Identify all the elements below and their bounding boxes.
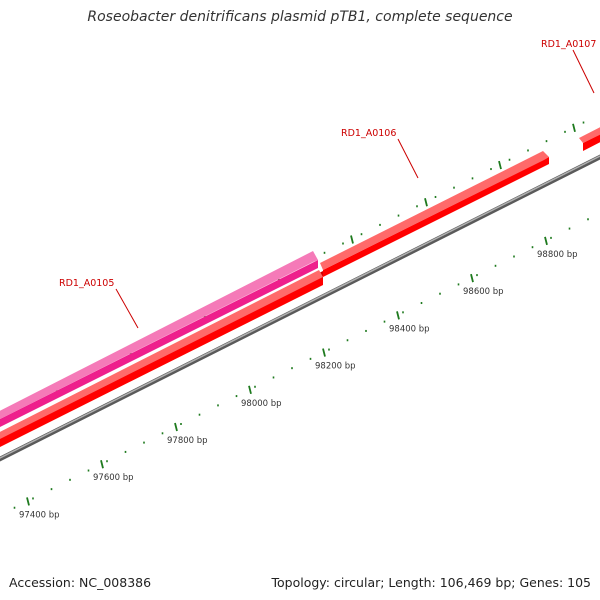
- label-leader-line: [397, 138, 419, 179]
- scale-tick: [544, 236, 548, 246]
- map-title: Roseobacter denitrificans plasmid pTB1, …: [87, 9, 513, 25]
- scale-tick: [350, 235, 354, 244]
- label-leader-line: [572, 49, 595, 94]
- scale-tick: [100, 460, 104, 469]
- bp-position-label: 98000 bp: [241, 399, 282, 409]
- bp-position-label: 98600 bp: [463, 287, 504, 297]
- scale-tick: [248, 385, 252, 395]
- bp-position-label: 98800 bp: [537, 250, 578, 260]
- gene-arrow-red-right[interactable]: [579, 117, 600, 151]
- scale-tick: [26, 497, 30, 506]
- gene-label[interactable]: RD1_A0106: [341, 128, 396, 139]
- scale-tick: [498, 160, 502, 170]
- gene-arrow-red-upper[interactable]: [320, 151, 549, 277]
- scale-tick: [470, 273, 474, 283]
- accession-text: Accession: NC_008386: [9, 575, 152, 590]
- gene-label[interactable]: RD1_A0105: [59, 278, 114, 289]
- bp-position-label: 98400 bp: [389, 324, 430, 334]
- scale-tick: [424, 198, 428, 207]
- scale-tick: [572, 123, 576, 133]
- scale-tick: [396, 311, 400, 320]
- bp-position-label: 98200 bp: [315, 362, 356, 372]
- gene-label[interactable]: RD1_A0107: [541, 39, 596, 50]
- gene-arrow-pink[interactable]: [0, 251, 318, 437]
- gene-arrow-red-lower[interactable]: [0, 270, 323, 457]
- bp-position-label: 97800 bp: [167, 436, 208, 446]
- bp-position-label: 97600 bp: [93, 473, 134, 483]
- scale-tick: [322, 348, 326, 357]
- sequence-backbone: [0, 154, 600, 462]
- inner-scale-track: [13, 218, 589, 509]
- label-leader-line: [115, 288, 139, 329]
- bp-position-label: 97400 bp: [19, 510, 60, 520]
- gene-label-group: RD1_A0105 RD1_A0106 RD1_A0107: [59, 39, 596, 329]
- scale-tick: [174, 422, 178, 432]
- topology-text: Topology: circular; Length: 106,469 bp; …: [271, 575, 592, 590]
